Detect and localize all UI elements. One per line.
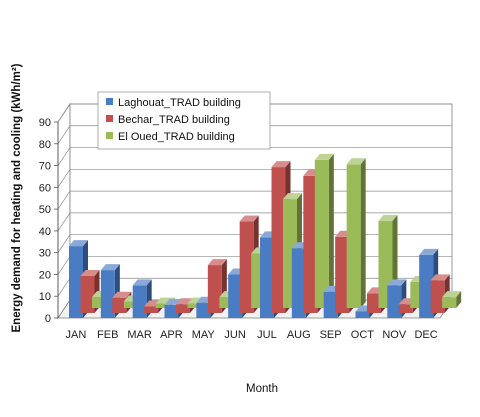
- bar-top: [378, 214, 398, 221]
- x-tick-label: MAY: [192, 329, 216, 341]
- bar-front: [419, 254, 434, 318]
- bar-aug-3: [314, 153, 334, 308]
- y-tick-label: 20: [39, 269, 51, 281]
- bar-front: [346, 164, 361, 308]
- bar-front: [442, 297, 457, 308]
- bar-top: [442, 291, 462, 298]
- y-tick-label: 40: [39, 226, 51, 238]
- legend-item: El Oued_TRAD building: [106, 131, 235, 143]
- x-tick-label: DEC: [414, 329, 437, 341]
- bar-top: [283, 193, 302, 200]
- bar-top: [430, 274, 450, 281]
- bar-front: [69, 246, 83, 318]
- bar-front: [228, 274, 243, 318]
- bar-top: [387, 279, 407, 286]
- bar-front: [323, 291, 338, 318]
- gridline: [57, 103, 452, 123]
- bar-front: [80, 275, 95, 313]
- x-tick-label: APR: [160, 329, 183, 341]
- legend-label: Laghouat_TRAD building: [118, 97, 241, 109]
- bar-side: [360, 158, 366, 308]
- x-tick-label: JUL: [257, 329, 277, 341]
- legend-swatch: [106, 98, 113, 105]
- bar-side: [328, 153, 334, 308]
- bar-top: [112, 291, 132, 298]
- bar-front: [176, 304, 190, 313]
- bar-top: [132, 279, 152, 286]
- bar-feb-1: [100, 264, 120, 318]
- legend-swatch: [106, 132, 113, 139]
- bar-front: [92, 297, 106, 308]
- x-axis-label: Month: [246, 383, 278, 395]
- bar-top: [346, 158, 366, 165]
- bar-front: [132, 285, 147, 318]
- bar-front: [207, 265, 222, 313]
- x-axis-ticks: JAN FEB MAR APR MAY JUN JUL AUG SEP OCT NOV DEC: [66, 329, 438, 341]
- legend-item: Bechar_TRAD building: [106, 114, 230, 126]
- bar-top: [80, 269, 100, 276]
- bar-front: [155, 303, 170, 308]
- bar-front: [123, 301, 138, 308]
- y-tick-label: 50: [39, 204, 51, 216]
- bar-front: [100, 270, 115, 318]
- y-tick-label: 60: [39, 182, 51, 194]
- bar-top: [239, 215, 259, 222]
- y-axis-ticks: 0 10 20 30 40 50 60 70 80 90: [39, 117, 59, 325]
- legend-box: [97, 91, 271, 150]
- legend: Laghouat_TRAD building Bechar_TRAD buildi…: [97, 91, 271, 150]
- bar-front: [112, 297, 127, 313]
- bar-front: [144, 306, 159, 313]
- bar-front: [398, 304, 413, 313]
- legend-label: Bechar_TRAD building: [118, 114, 230, 126]
- legend-label: El Oued_TRAD building: [118, 131, 235, 143]
- bar-front: [196, 302, 211, 318]
- y-tick-label: 30: [39, 248, 51, 260]
- bar-front: [387, 285, 402, 318]
- x-tick-label: AUG: [287, 329, 311, 341]
- legend-item: Laghouat_TRAD building: [106, 97, 241, 109]
- y-axis-label: Energy demand for heating and cooling (k…: [11, 63, 23, 332]
- bar-mar-1: [132, 279, 152, 318]
- bar-top: [419, 248, 439, 255]
- bar-front: [291, 248, 306, 318]
- bar-top: [207, 259, 227, 266]
- y-tick-label: 10: [39, 291, 51, 303]
- y-tick-label: 80: [39, 139, 51, 151]
- bar-front: [335, 236, 350, 313]
- y-tick-label: 70: [39, 161, 51, 173]
- bar-front: [260, 237, 274, 318]
- bar-front: [367, 293, 381, 313]
- x-tick-label: JAN: [66, 329, 87, 341]
- x-tick-label: MAR: [127, 329, 152, 341]
- bar-front: [239, 221, 254, 313]
- side-wall: [57, 102, 71, 320]
- bar-front: [355, 311, 370, 318]
- bar-front: [430, 280, 445, 313]
- bar-front: [187, 303, 202, 308]
- bar-dec-3: [442, 291, 462, 308]
- x-tick-label: NOV: [382, 329, 407, 341]
- bar-top: [69, 240, 88, 247]
- y-tick-label: 0: [45, 313, 51, 325]
- bar-side: [456, 291, 462, 308]
- bar-front: [164, 304, 179, 318]
- x-tick-label: JUN: [224, 329, 245, 341]
- bar-top: [271, 161, 291, 168]
- chart-bars: [69, 153, 462, 318]
- bar-sep-3: [346, 158, 366, 308]
- bar-front: [271, 167, 286, 313]
- legend-swatch: [106, 115, 113, 122]
- gridline: [57, 125, 452, 144]
- bar-top: [314, 153, 334, 160]
- bar-front: [314, 159, 329, 308]
- bar-front: [303, 175, 318, 313]
- x-tick-label: FEB: [97, 329, 118, 341]
- bar-top: [100, 264, 120, 271]
- bar-front: [219, 297, 234, 308]
- x-tick-label: OCT: [351, 329, 375, 341]
- x-tick-label: SEP: [320, 329, 342, 341]
- gridline: [57, 147, 452, 166]
- y-tick-label: 90: [39, 117, 51, 129]
